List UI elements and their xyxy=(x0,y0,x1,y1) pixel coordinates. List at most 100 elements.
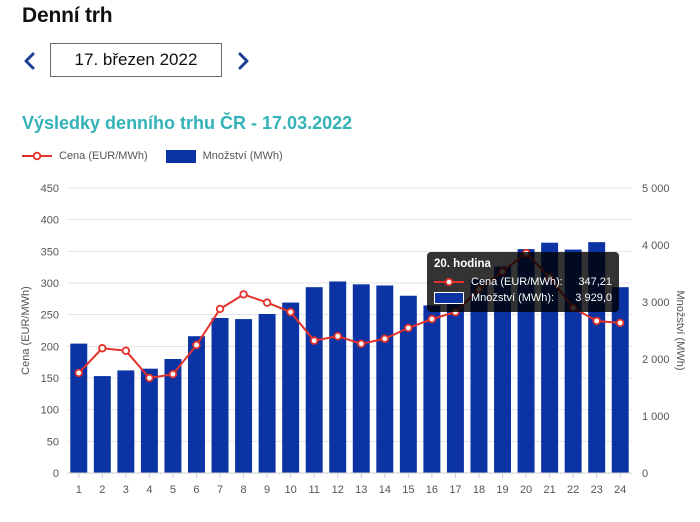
y-left-tick-label: 50 xyxy=(47,436,59,448)
x-tick-label: 19 xyxy=(496,484,508,496)
x-tick-label: 17 xyxy=(449,484,461,496)
bar-hour-8 xyxy=(235,319,253,473)
y-left-tick-label: 300 xyxy=(41,278,59,290)
tooltip-title: 20. hodina xyxy=(434,258,491,270)
y-left-tick-label: 350 xyxy=(41,246,59,258)
y-right-tick-label: 1 000 xyxy=(642,411,670,423)
price-point-hour-9 xyxy=(262,298,272,307)
price-point-hour-3 xyxy=(121,346,131,355)
x-tick-label: 12 xyxy=(332,484,344,496)
y-right-axis-title: Množství (MWh) xyxy=(674,290,686,370)
bar-hour-7 xyxy=(211,317,229,473)
y-right-tick-label: 4 000 xyxy=(642,240,670,252)
chart-legend: Cena (EUR/MWh) Množství (MWh) xyxy=(22,148,301,164)
price-point-hour-7 xyxy=(215,304,225,314)
price-point-hour-4 xyxy=(145,373,154,383)
bar-hour-9 xyxy=(258,313,276,473)
bar-hour-13 xyxy=(352,284,370,473)
price-point-hour-11 xyxy=(309,336,319,345)
legend-item-volume[interactable]: Množství (MWh) xyxy=(165,149,283,163)
y-right-tick-label: 0 xyxy=(642,468,648,480)
legend-label-price: Cena (EUR/MWh) xyxy=(59,150,148,162)
x-tick-label: 14 xyxy=(379,484,391,496)
price-point-hour-15 xyxy=(404,323,413,333)
x-tick-label: 1 xyxy=(76,484,82,496)
price-point-hour-16 xyxy=(427,314,437,324)
y-left-tick-label: 0 xyxy=(53,468,59,480)
bar-hour-3 xyxy=(117,370,135,473)
bar-hour-12 xyxy=(329,281,347,473)
bar-swatch-icon xyxy=(434,292,464,304)
tooltip-price-value: 347,21 xyxy=(578,276,612,288)
legend-label-volume: Množství (MWh) xyxy=(202,150,283,162)
chart-tooltip: 20. hodina Cena (EUR/MWh): 347,21 Množst… xyxy=(427,252,619,312)
price-point-hour-12 xyxy=(333,331,342,341)
price-point-hour-23 xyxy=(592,316,601,326)
x-tick-label: 4 xyxy=(146,484,152,496)
legend-item-price[interactable]: Cena (EUR/MWh) xyxy=(22,149,148,163)
y-right-tick-label: 5 000 xyxy=(642,183,670,195)
bar-hour-16 xyxy=(423,305,441,473)
x-tick-label: 9 xyxy=(264,484,270,496)
tooltip-volume-value: 3 929,0 xyxy=(575,292,612,304)
price-point-hour-10 xyxy=(286,307,295,317)
x-tick-label: 22 xyxy=(567,484,579,496)
date-selector[interactable]: 17. březen 2022 xyxy=(50,43,222,77)
x-tick-label: 15 xyxy=(402,484,414,496)
bar-hour-6 xyxy=(188,336,205,473)
bar-hour-1 xyxy=(70,343,88,473)
bar-hour-15 xyxy=(399,295,417,473)
x-tick-label: 23 xyxy=(591,484,603,496)
chevron-right-icon xyxy=(238,52,249,70)
line-marker-icon xyxy=(434,277,464,287)
x-tick-label: 21 xyxy=(543,484,555,496)
y-left-tick-label: 250 xyxy=(41,310,59,322)
chart-plot: 0 50 100 150 200 250 300 350 400 450 0 1 000 2 000 3 … xyxy=(20,183,686,496)
bar-swatch-icon xyxy=(165,149,196,163)
bar-hour-2 xyxy=(93,376,111,473)
y-left-tick-label: 150 xyxy=(41,373,59,385)
price-point-hour-14 xyxy=(380,334,390,343)
price-point-hour-8 xyxy=(239,290,248,299)
x-tick-label: 7 xyxy=(217,484,223,496)
y-left-tick-label: 450 xyxy=(41,183,59,195)
y-left-tick-label: 200 xyxy=(41,341,59,353)
bar-hour-18 xyxy=(470,279,488,473)
price-point-hour-2 xyxy=(98,344,107,353)
x-tick-label: 18 xyxy=(473,484,485,496)
bar-hour-10 xyxy=(282,302,300,473)
x-tick-label: 24 xyxy=(614,484,626,496)
price-point-hour-6 xyxy=(192,340,201,350)
x-tick-label: 6 xyxy=(193,484,199,496)
line-marker-icon xyxy=(22,151,52,161)
bar-hour-24 xyxy=(611,287,629,473)
bar-hour-17 xyxy=(446,302,464,473)
bar-hour-11 xyxy=(305,287,323,473)
next-day-button[interactable] xyxy=(233,49,253,73)
y-left-tick-label: 400 xyxy=(41,215,59,227)
x-tick-label: 13 xyxy=(355,484,367,496)
bar-hour-19 xyxy=(494,266,511,473)
bar-hour-14 xyxy=(376,285,394,473)
y-right-tick-label: 2 000 xyxy=(642,354,670,366)
price-point-hour-13 xyxy=(357,339,366,348)
tooltip-price-label: Cena (EUR/MWh): xyxy=(471,276,563,288)
x-tick-label: 11 xyxy=(308,484,319,496)
x-tick-label: 20 xyxy=(520,484,532,496)
tooltip-row-price: Cena (EUR/MWh): 347,21 xyxy=(434,274,612,290)
bar-hour-5 xyxy=(164,359,182,473)
chevron-left-icon xyxy=(24,52,35,70)
x-tick-label: 5 xyxy=(170,484,176,496)
price-point-hour-24 xyxy=(616,318,625,328)
page-title: Denní trh xyxy=(22,4,113,27)
previous-day-button[interactable] xyxy=(20,49,40,73)
price-point-hour-1 xyxy=(74,368,83,378)
y-left-tick-label: 100 xyxy=(41,405,59,417)
y-right-tick-label: 3 000 xyxy=(642,297,670,309)
x-tick-label: 10 xyxy=(285,484,297,496)
price-point-hour-5 xyxy=(168,369,178,379)
y-left-axis-title: Cena (EUR/MWh) xyxy=(20,286,32,375)
x-tick-label: 2 xyxy=(99,484,105,496)
chart-title: Výsledky denního trhu ČR - 17.03.2022 xyxy=(22,113,353,133)
x-tick-label: 16 xyxy=(426,484,438,496)
